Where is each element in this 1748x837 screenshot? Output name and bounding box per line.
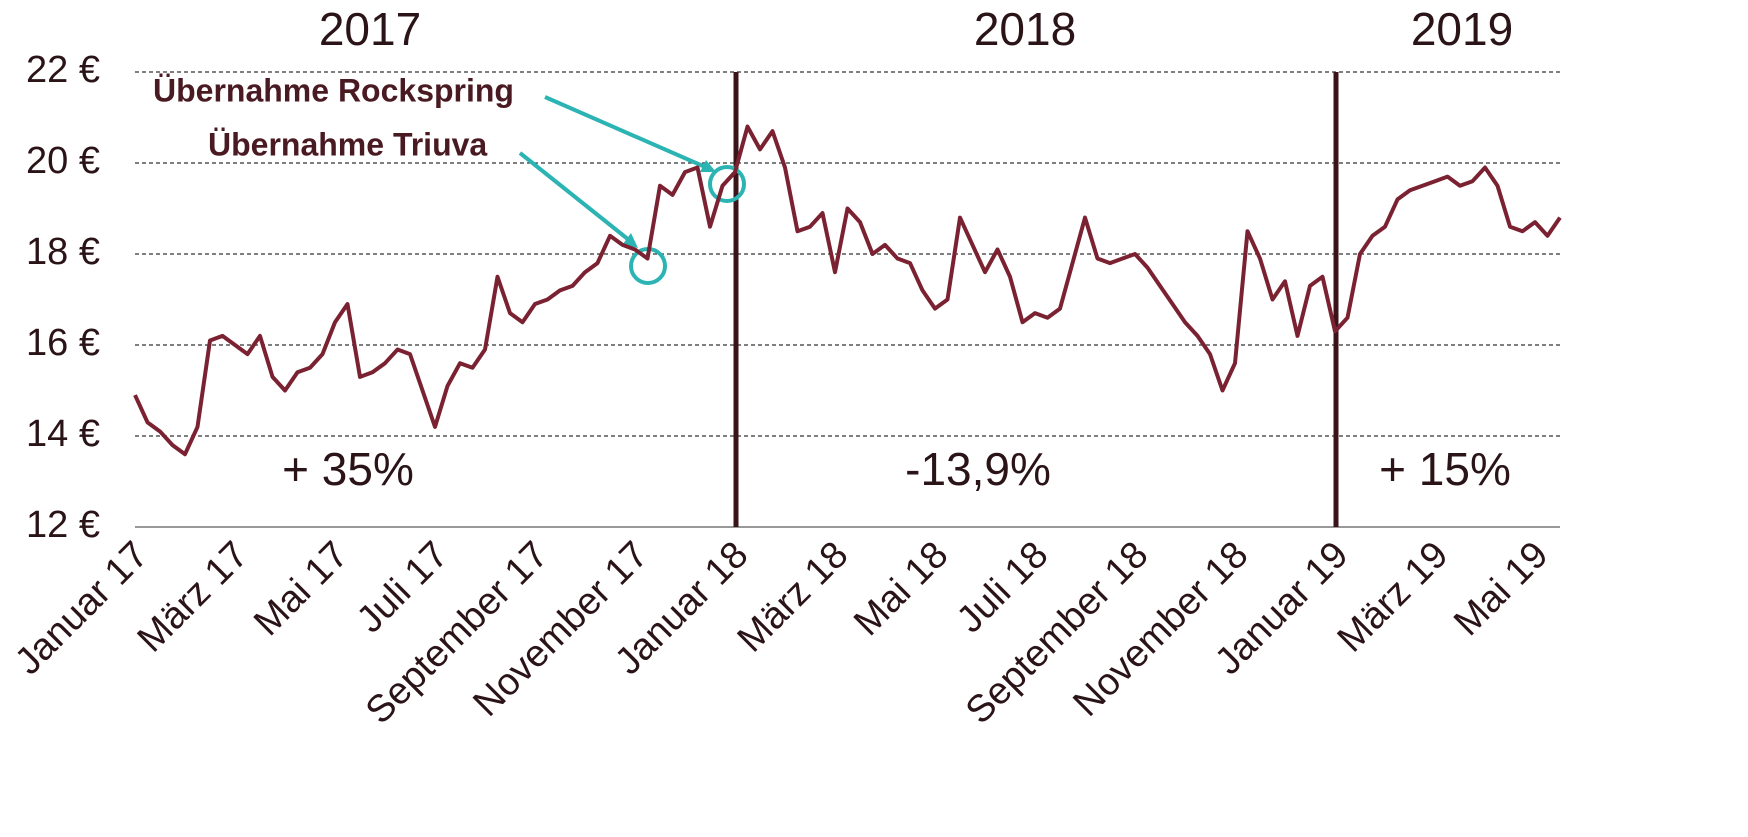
annotation-arrowhead (700, 160, 716, 172)
x-tick-label: Mai 18 (846, 534, 956, 644)
y-tick-label: 20 € (26, 140, 100, 182)
x-tick-label: November 17 (465, 534, 656, 725)
annotation: Übernahme Triuva (208, 126, 487, 162)
period-change: + 15% (1379, 443, 1511, 495)
annotation: Übernahme Rockspring (153, 72, 514, 108)
y-tick-label: 12 € (26, 504, 100, 546)
x-tick-label: November 18 (1065, 534, 1256, 725)
y-tick-label: 22 € (26, 49, 100, 91)
period-change: -13,9% (905, 443, 1051, 495)
annotation-circle (708, 165, 746, 203)
y-tick-label: 16 € (26, 322, 100, 364)
x-tick-label: März 18 (730, 534, 857, 661)
period-label: 2019 (1411, 3, 1513, 55)
annotation-arrow (518, 151, 636, 246)
x-tick-label: März 19 (1330, 534, 1457, 661)
period-label: 2018 (974, 3, 1076, 55)
y-tick-label: 14 € (26, 413, 100, 455)
x-tick-label: Mai 17 (246, 534, 356, 644)
x-tick-label: Januar 17 (7, 534, 156, 683)
annotation-arrow (544, 95, 713, 172)
period-label: 2017 (319, 3, 421, 55)
x-tick-label: März 17 (130, 534, 257, 661)
x-tick-label: Mai 19 (1446, 534, 1556, 644)
price-line (133, 124, 1562, 457)
period-change: + 35% (282, 443, 414, 495)
y-tick-label: 18 € (26, 231, 100, 273)
annotation-arrowhead (623, 233, 638, 248)
